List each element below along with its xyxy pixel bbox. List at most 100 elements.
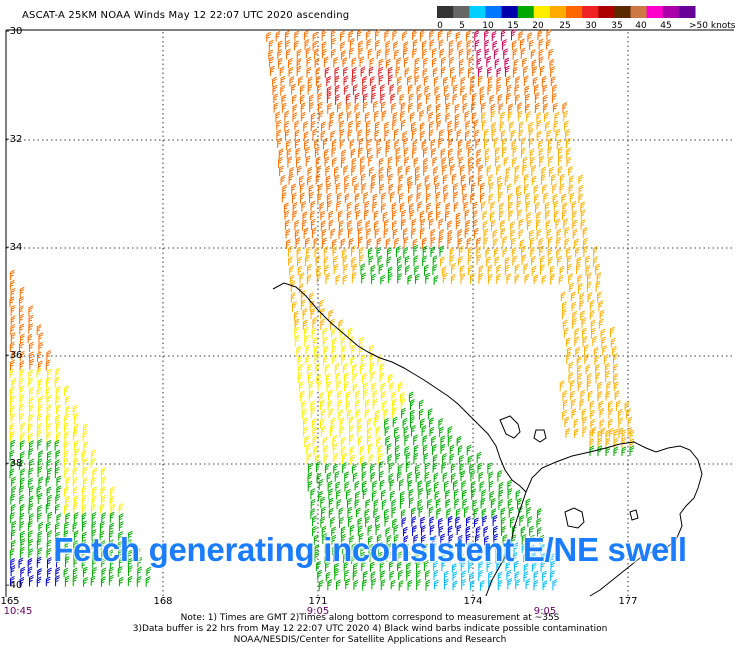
wind-barb <box>474 129 480 140</box>
wind-barb <box>561 193 567 204</box>
wind-barb <box>55 367 61 379</box>
wind-barb <box>547 137 553 149</box>
wind-barb <box>37 360 43 371</box>
wind-barb <box>457 237 463 249</box>
wind-barb <box>550 570 555 582</box>
wind-barb <box>321 506 326 518</box>
wind-barb <box>323 56 329 68</box>
wind-barb <box>452 93 458 105</box>
wind-barb <box>346 201 352 212</box>
wind-barb <box>478 569 483 582</box>
wind-barb <box>507 111 513 122</box>
wind-barb <box>552 102 558 113</box>
wind-barb <box>63 530 69 541</box>
wind-barb <box>445 489 450 500</box>
wind-barb <box>474 30 479 42</box>
wind-barb <box>331 545 337 555</box>
wind-barb <box>591 426 597 437</box>
wind-barb <box>421 40 427 51</box>
wind-barb <box>488 480 494 492</box>
wind-barb <box>319 201 325 213</box>
wind-barb <box>397 561 402 572</box>
wind-barb <box>457 535 463 545</box>
wind-barb <box>309 94 314 105</box>
wind-barb <box>363 382 368 392</box>
wind-barb <box>435 191 441 203</box>
wind-barb <box>336 380 342 392</box>
wind-barb <box>45 376 51 388</box>
wind-barb <box>266 31 271 42</box>
wind-barb <box>456 524 462 536</box>
wind-barb <box>598 300 604 312</box>
wind-barb <box>454 103 460 114</box>
wind-barb <box>331 328 336 338</box>
wind-barb <box>386 534 392 546</box>
wind-barb <box>540 264 545 275</box>
wind-barb <box>449 551 455 563</box>
wind-barb <box>45 359 51 371</box>
wind-barb <box>332 157 337 167</box>
wind-barb <box>499 121 505 132</box>
wind-barb <box>37 466 43 478</box>
wind-barb <box>512 48 518 60</box>
wind-barb <box>627 426 633 437</box>
wind-barb <box>109 511 115 523</box>
wind-barb <box>327 200 332 212</box>
wind-barb <box>447 435 453 447</box>
wind-barb <box>375 515 380 527</box>
wind-barb <box>339 426 344 438</box>
wind-barb <box>384 508 389 519</box>
wind-barb <box>37 512 42 523</box>
wind-barb <box>449 56 454 68</box>
wind-barb <box>321 237 327 248</box>
wind-barb <box>608 400 613 411</box>
wind-barb <box>431 147 436 158</box>
wind-barb <box>272 84 278 96</box>
wind-barb <box>65 548 71 560</box>
wind-barb <box>429 218 434 230</box>
wind-barb <box>446 508 452 519</box>
wind-barb <box>373 210 379 221</box>
scale-swatch <box>678 6 696 18</box>
wind-barb <box>400 391 405 402</box>
wind-barb <box>556 236 561 248</box>
wind-barb <box>280 84 285 96</box>
wind-barb <box>539 65 545 77</box>
wind-barb <box>20 451 25 461</box>
wind-barb <box>317 101 323 113</box>
wind-barb <box>286 48 291 60</box>
wind-barb <box>335 372 341 384</box>
wind-barb <box>28 305 34 317</box>
wind-barb <box>399 93 405 105</box>
wind-barb <box>533 184 539 195</box>
wind-barb <box>127 549 133 560</box>
wind-barb <box>370 571 376 582</box>
wind-barb <box>127 539 132 551</box>
wind-barb <box>436 201 441 213</box>
wind-barb <box>413 434 418 446</box>
wind-barb <box>429 417 434 428</box>
wind-barb <box>629 429 635 440</box>
scale-tick-label: 10 <box>482 21 494 31</box>
wind-barb <box>322 533 328 545</box>
wind-barb <box>27 333 33 344</box>
wind-barb <box>490 219 496 231</box>
wind-barb <box>524 85 530 96</box>
wind-barb <box>429 426 435 437</box>
wind-barb <box>432 255 438 266</box>
wind-barb <box>400 509 406 519</box>
wind-barb <box>360 173 366 186</box>
wind-barb <box>438 517 443 528</box>
wind-barb <box>361 560 366 572</box>
wind-barb <box>361 461 367 473</box>
wind-barb <box>303 426 308 437</box>
wind-barb <box>365 516 370 528</box>
wind-barb <box>326 182 332 194</box>
wind-barb <box>523 552 528 563</box>
wind-barb <box>355 390 361 401</box>
wind-barb <box>582 426 588 438</box>
wind-barb <box>476 237 481 248</box>
wind-barb <box>476 254 482 266</box>
wind-barb <box>333 56 339 68</box>
wind-barb <box>459 264 465 276</box>
